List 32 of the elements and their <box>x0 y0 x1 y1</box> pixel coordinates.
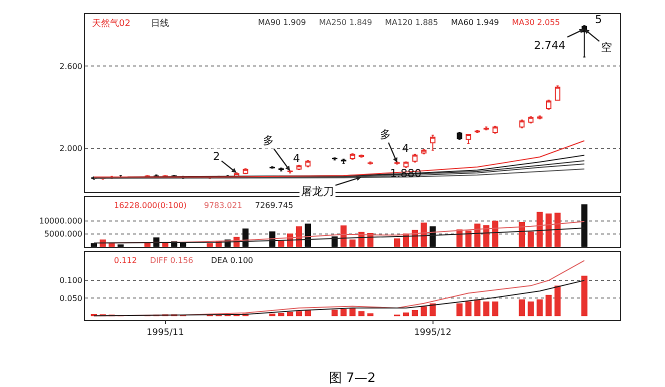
y-tick-label: 0.050 <box>59 294 82 303</box>
annotation: 5 <box>595 13 602 26</box>
text: 9783.021 <box>204 201 242 210</box>
text: 7269.745 <box>255 201 294 210</box>
text: 日线 <box>151 18 169 29</box>
caption: 图 7—2 <box>329 371 376 386</box>
text: MA30 2.055 <box>512 18 560 27</box>
text: 16228.000(0:100) <box>114 201 187 210</box>
y-tick-label: 10000.000 <box>39 216 82 226</box>
y-tick-label: 5000.000 <box>44 230 82 239</box>
annotation: 2.744 <box>534 39 566 52</box>
annotation: 屠龙刀 <box>301 185 334 198</box>
text: DIFF 0.156 <box>150 256 194 265</box>
annotation: 4 <box>402 142 409 155</box>
annotation: 2 <box>213 150 220 163</box>
y-tick-label: 0.100 <box>59 276 82 286</box>
y-tick-label: 2.000 <box>59 144 82 154</box>
text: 0.112 <box>114 256 137 265</box>
annotation: 空 <box>601 41 612 54</box>
text: MA60 1.949 <box>451 18 499 27</box>
text: MA250 1.849 <box>319 18 372 27</box>
annotation: 多 <box>380 128 391 141</box>
annotation: 1.880 <box>390 167 422 180</box>
text: DEA 0.100 <box>211 256 254 265</box>
text: MA90 1.909 <box>258 18 306 27</box>
annotation: 4 <box>293 152 300 165</box>
text: 天然气02 <box>92 18 130 29</box>
y-tick-label: 2.600 <box>59 62 82 71</box>
text: MA120 1.885 <box>385 18 438 27</box>
annotation: 多 <box>263 134 274 147</box>
x-tick-label: 1995/11 <box>146 328 184 338</box>
x-tick-label: 1995/12 <box>414 328 452 338</box>
